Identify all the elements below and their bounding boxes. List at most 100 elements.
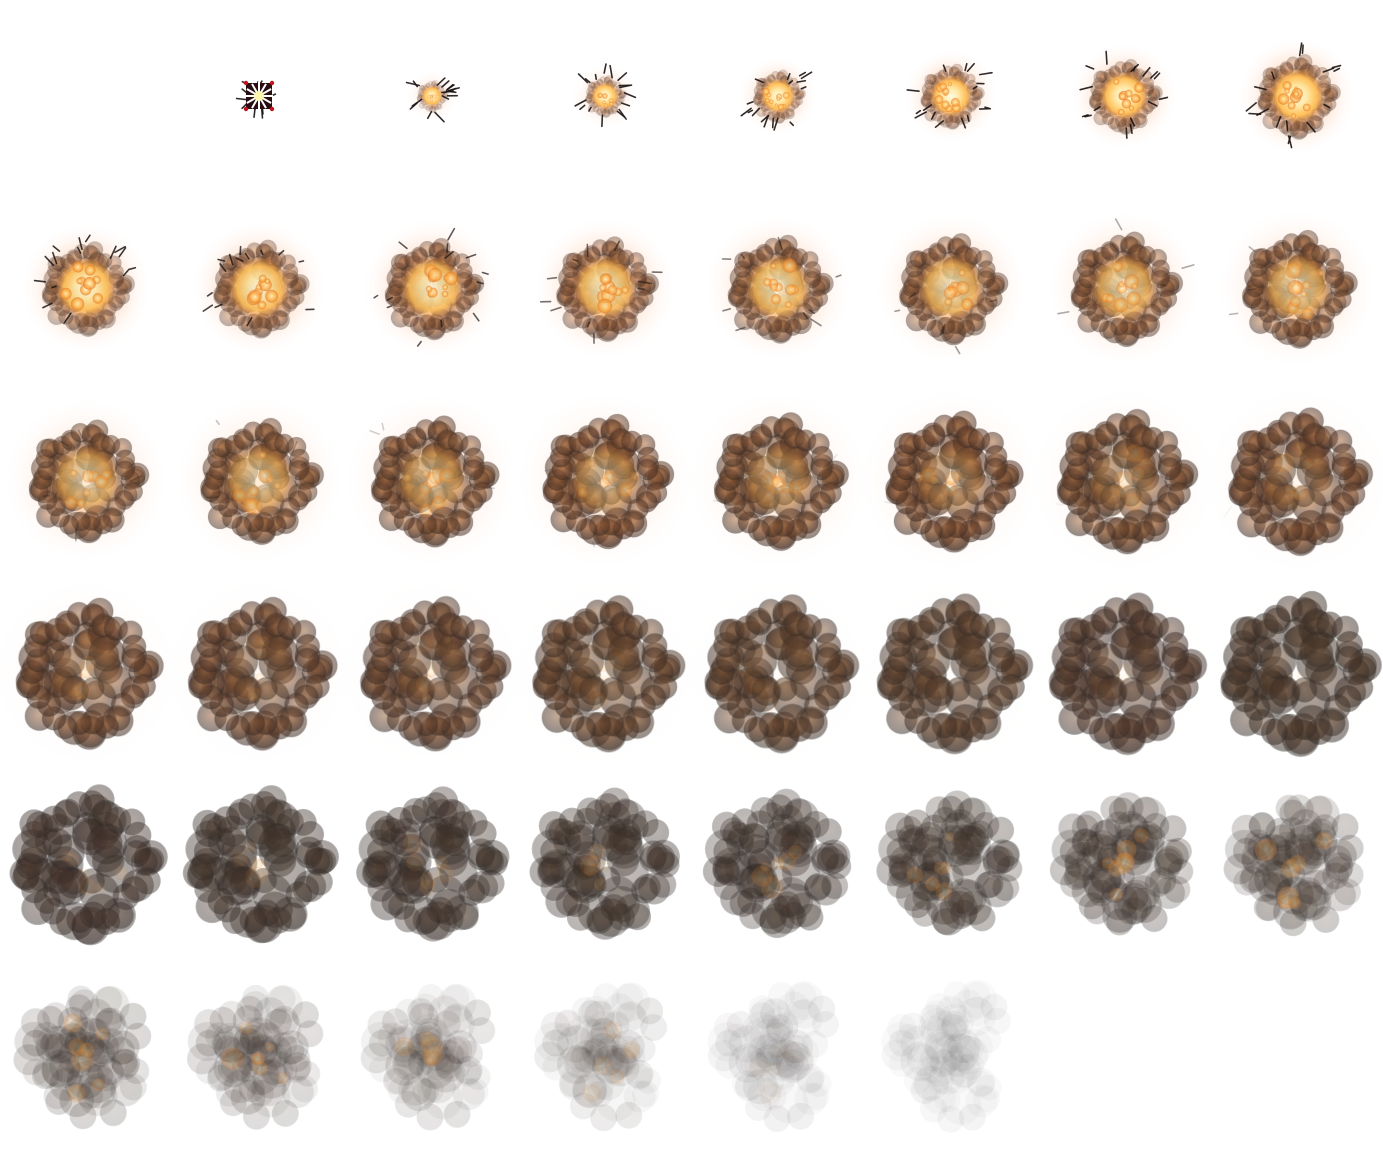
fire-patch: [589, 691, 608, 711]
fire-patch: [599, 283, 607, 292]
debris-streak: [1158, 96, 1168, 101]
fire-patch: [940, 100, 950, 110]
explosion-sprite: [19, 221, 153, 355]
fire-patch: [938, 82, 947, 91]
explosion-frame: [342, 390, 522, 570]
smoke-puff: [924, 676, 954, 706]
fire-patch: [1317, 270, 1325, 277]
fire-patch: [82, 469, 95, 483]
fire-patch: [947, 82, 952, 87]
debris-streak: [78, 429, 84, 439]
fire-core: [912, 633, 989, 710]
debris-streak: [1248, 246, 1256, 252]
explosion-frame: [499, 566, 711, 778]
debris-streak: [298, 260, 305, 263]
debris-streak: [1093, 106, 1101, 112]
debris-streak: [773, 117, 779, 131]
smoke-puff: [286, 882, 313, 908]
fire-patch: [249, 857, 263, 871]
explosion-sprite: [1219, 590, 1382, 758]
fire-patch: [765, 98, 770, 103]
debris-streak: [914, 111, 927, 119]
debris-streak: [381, 422, 385, 431]
debris-streak: [808, 309, 816, 314]
fire-patch: [607, 652, 626, 670]
fire-patch: [426, 666, 438, 678]
smoke-puff: [123, 840, 151, 868]
smoke-puff: [987, 646, 1015, 673]
fire-patch: [602, 93, 608, 99]
fire-patch: [601, 469, 618, 486]
debris-streak: [1079, 85, 1093, 91]
debris-streak: [754, 78, 765, 84]
debris-streak: [884, 501, 895, 505]
fire-patch: [413, 633, 432, 653]
fire-patch: [607, 284, 618, 296]
fire-patch: [1273, 452, 1294, 473]
explosion-frame: [174, 774, 344, 954]
smoke-puff: [124, 840, 150, 867]
explosion-sprite: [0, 569, 189, 775]
debris-streak: [369, 429, 381, 435]
explosion-frame: [520, 774, 690, 954]
fire-patch: [265, 289, 279, 303]
explosion-sprite: [1048, 592, 1207, 756]
fire-patch: [955, 281, 970, 295]
fire-patch: [961, 298, 974, 311]
debris-streak: [52, 251, 58, 265]
smoke-puff: [413, 907, 440, 934]
fire-patch: [608, 98, 614, 104]
debris-streak: [572, 258, 579, 262]
debris-streak: [637, 287, 646, 291]
debris-streak: [1332, 67, 1340, 72]
debris-streak: [214, 303, 223, 309]
explosion-frame: [1, 774, 171, 954]
smoke-puff: [946, 677, 970, 702]
fire-patch: [597, 660, 610, 673]
debris-streak: [78, 237, 84, 251]
debris-streak: [942, 64, 947, 72]
debris-streak: [751, 107, 760, 117]
explosion-frame: [866, 198, 1036, 378]
explosion-sprite: [328, 567, 537, 777]
debris-streak: [740, 253, 745, 260]
smoke-puff: [469, 820, 497, 848]
debris-streak: [618, 108, 627, 120]
smoke-puff: [467, 843, 495, 871]
fire-patch: [1126, 291, 1141, 306]
fire-patch: [632, 686, 643, 696]
fire-patch: [768, 99, 774, 104]
smoke-puff: [468, 843, 494, 870]
fire-patch: [1290, 113, 1296, 119]
fire-patch: [79, 632, 92, 645]
explosion-sprite: [529, 787, 681, 940]
debris-streak: [1255, 265, 1263, 269]
smoke-puff: [295, 841, 323, 869]
fire-patch: [71, 297, 85, 311]
fire-patch: [442, 290, 449, 298]
explosion-sprite: [356, 786, 510, 942]
smoke-puff: [810, 457, 833, 481]
debris-streak: [907, 291, 917, 300]
explosion-frame: [684, 386, 872, 574]
explosion-sprite: [1044, 208, 1203, 368]
smoke-puff: [87, 824, 127, 864]
debris-streak: [217, 258, 226, 262]
debris-streak: [954, 345, 961, 355]
fire-patch: [1125, 444, 1144, 463]
fire-patch: [920, 467, 935, 483]
fire-patch: [415, 673, 436, 694]
explosion-frame: [671, 565, 885, 779]
explosion-frame: [513, 388, 697, 572]
fire-patch: [914, 472, 924, 483]
fire-patch: [92, 293, 104, 304]
explosion-sprite: [513, 388, 697, 572]
debris-streak: [244, 252, 250, 260]
fire-patch: [769, 283, 779, 292]
debris-streak: [550, 306, 562, 312]
debris-streak: [1322, 103, 1331, 109]
debris-streak: [617, 72, 628, 82]
fire-patch: [630, 471, 640, 481]
smoke-puff: [1125, 632, 1166, 673]
fire-patch: [254, 646, 268, 660]
